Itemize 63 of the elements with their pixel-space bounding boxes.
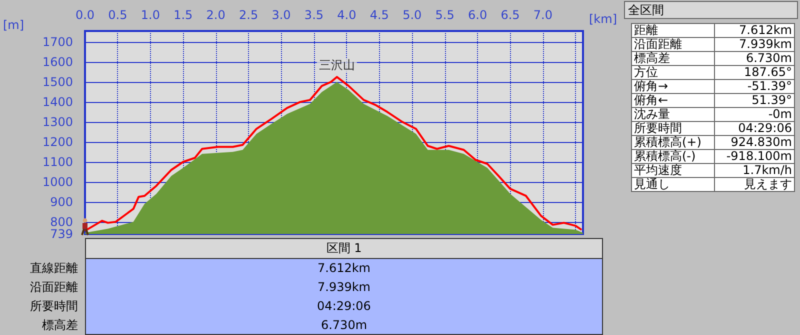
y-tick-label: 1000 — [42, 174, 73, 189]
text: 累積標高(-) — [632, 149, 714, 164]
text: 04:29:06 — [714, 121, 794, 136]
y-tick-label: 739 — [50, 227, 73, 241]
y-tick-label: 1200 — [42, 134, 73, 149]
text: -0m — [714, 107, 794, 122]
y-tick-label: 1500 — [42, 74, 73, 89]
y-tick-label: 900 — [50, 194, 73, 209]
text: 7.939km — [714, 37, 794, 52]
text: 標高差 — [41, 317, 79, 334]
text: 平均速度 — [632, 163, 714, 178]
x-tick-label: 4.5 — [370, 8, 389, 22]
text: 距離 — [632, 23, 714, 38]
x-tick-label: 3.5 — [304, 8, 324, 22]
x-tick-label: 0.5 — [108, 8, 128, 22]
x-tick-label: 6.5 — [500, 8, 520, 22]
text: -918.100m — [714, 149, 794, 164]
x-tick-label: 4.0 — [337, 8, 356, 22]
x-tick-label: 6.0 — [468, 8, 488, 22]
text: 全区間 — [624, 1, 798, 19]
text: 累積標高(+) — [632, 135, 714, 150]
text: 沿面距離 — [29, 279, 79, 296]
text: 見通し — [632, 177, 714, 192]
text: 標高差 — [632, 51, 714, 66]
text: 187.65° — [714, 65, 794, 80]
x-tick-label: 2.5 — [239, 8, 258, 22]
text: -51.39° — [714, 79, 794, 94]
text: 所要時間 — [632, 121, 714, 136]
text: 6.730m — [85, 316, 603, 335]
x-tick-label: 1.0 — [140, 8, 160, 22]
text: 俯角→ — [632, 79, 714, 94]
y-tick-label: 1700 — [42, 34, 73, 49]
y-tick-label: 1300 — [42, 114, 73, 129]
x-axis-title: [km] — [589, 12, 618, 26]
text: 方位 — [632, 65, 714, 80]
text: 7.612km — [85, 259, 603, 278]
text: 見えます — [714, 177, 794, 192]
text: 俯角← — [632, 93, 714, 108]
x-tick-label: 5.0 — [402, 8, 422, 22]
text: 沿面距離 — [632, 37, 714, 52]
text: 04:29:06 — [85, 297, 603, 316]
x-tick-label: 2.0 — [206, 8, 226, 22]
text: 924.830m — [714, 135, 794, 150]
text: 直線距離 — [29, 260, 79, 277]
text: 沈み量 — [632, 107, 714, 122]
text: 7.939km — [85, 278, 603, 297]
annotation: 三沢山 — [318, 58, 355, 72]
y-tick-label: 1400 — [42, 94, 73, 109]
text: 6.730m — [714, 51, 794, 66]
text: 1.7km/h — [714, 163, 794, 178]
y-axis-title: [m] — [3, 18, 24, 32]
y-tick-label: 800 — [50, 214, 73, 229]
text: 7.612km — [714, 23, 794, 38]
x-tick-label: 3.0 — [272, 8, 291, 22]
text: 区間 1 — [85, 238, 603, 259]
x-tick-label: 5.5 — [435, 8, 454, 22]
x-tick-label: 1.5 — [174, 8, 193, 22]
y-tick-label: 1100 — [42, 154, 73, 169]
text: 51.39° — [714, 93, 794, 108]
x-tick-label: 0.0 — [75, 8, 95, 22]
text: 所要時間 — [29, 298, 79, 315]
y-tick-label: 1600 — [42, 54, 73, 69]
x-tick-label: 7.0 — [533, 8, 553, 22]
